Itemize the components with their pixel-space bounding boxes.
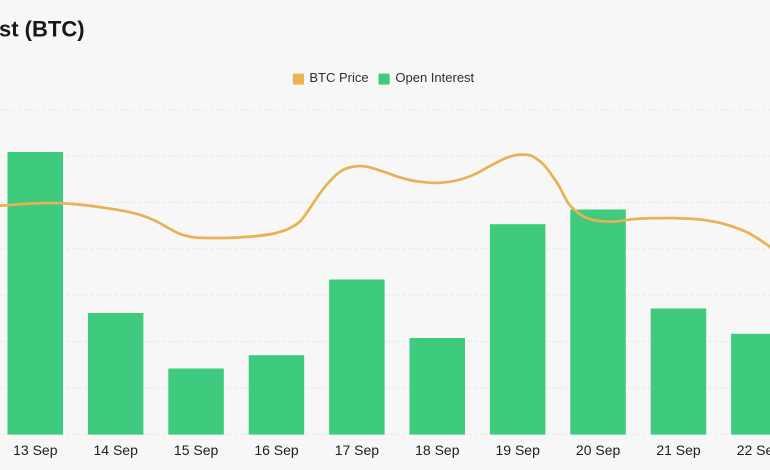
- svg-text:16 Sep: 16 Sep: [254, 442, 299, 458]
- svg-text:13 Sep: 13 Sep: [13, 442, 58, 458]
- svg-text:20 Sep: 20 Sep: [576, 442, 621, 458]
- svg-text:BTC Price: BTC Price: [309, 70, 368, 85]
- svg-text:17 Sep: 17 Sep: [335, 442, 380, 458]
- svg-text:14 Sep: 14 Sep: [94, 442, 139, 458]
- svg-text:22 Sep: 22 Sep: [737, 442, 770, 458]
- svg-text:21 Sep: 21 Sep: [656, 442, 701, 458]
- svg-text:18 Sep: 18 Sep: [415, 442, 460, 458]
- svg-text:15 Sep: 15 Sep: [174, 442, 219, 458]
- svg-text:Open Interest: Open Interest: [395, 70, 474, 85]
- svg-text:st (BTC): st (BTC): [0, 16, 85, 41]
- svg-text:19 Sep: 19 Sep: [496, 442, 541, 458]
